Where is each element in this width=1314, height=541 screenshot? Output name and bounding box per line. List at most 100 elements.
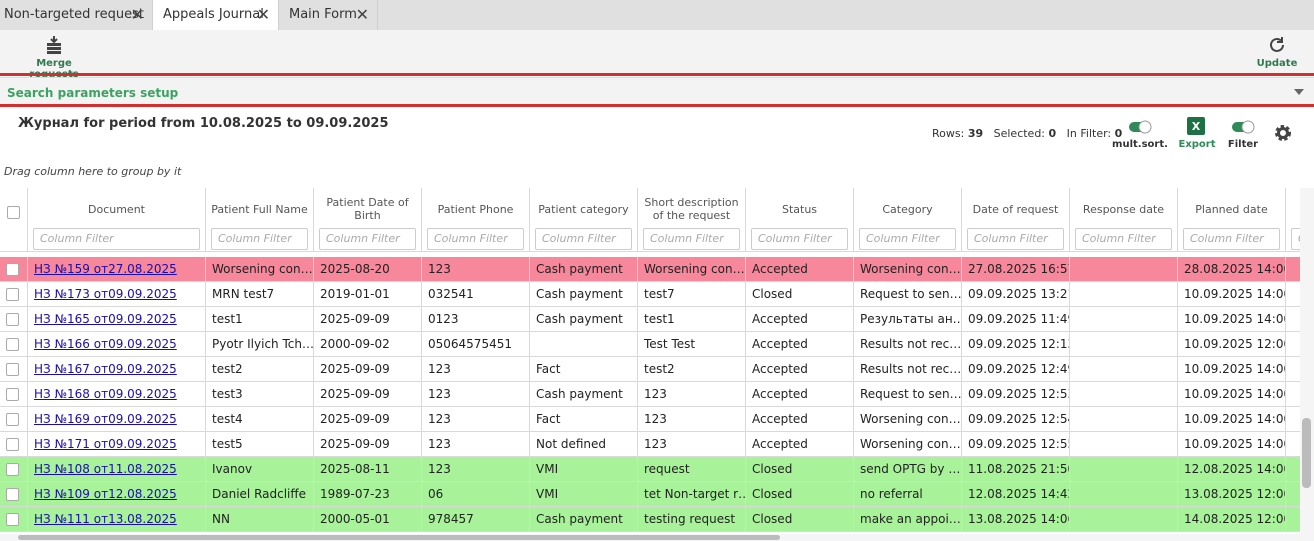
cell-text: 10.09.2025 14:00 [1184, 387, 1286, 401]
filter-toggle[interactable] [1231, 119, 1257, 138]
cell: testing request [638, 507, 746, 532]
column-filter[interactable]: Column Filter [859, 228, 956, 250]
cell: Worsening con… [854, 432, 962, 457]
h-scrollbar[interactable] [0, 534, 1314, 541]
cell: 2025-09-09 [314, 307, 422, 332]
tab[interactable]: Non-targeted request ✕ [0, 0, 153, 30]
cell: test1 [206, 307, 314, 332]
document-link[interactable]: НЗ №159 от27.08.2025 [34, 262, 177, 276]
update-button[interactable]: Update [1252, 35, 1302, 69]
stats: Rows: 39 Selected: 0 In Filter: 0 [932, 127, 1122, 140]
cell: Pyotr Ilyich Tch… [206, 332, 314, 357]
cell [0, 507, 28, 532]
cell: НЗ №159 от27.08.2025 [28, 257, 206, 282]
cell-text: 09.09.2025 12:13 [968, 337, 1070, 351]
excel-icon: X [1187, 117, 1205, 135]
cell-text: 28.08.2025 14:00 [1184, 262, 1286, 276]
column-filter[interactable]: Column Filter [211, 228, 308, 250]
export-button[interactable]: X [1187, 117, 1205, 139]
document-link[interactable]: НЗ №111 от13.08.2025 [34, 512, 177, 526]
cell: 2000-05-01 [314, 507, 422, 532]
document-link[interactable]: НЗ №168 от09.09.2025 [34, 387, 177, 401]
column-filter[interactable]: Column Filter [751, 228, 848, 250]
header-cell: Planned date Column Filter [1178, 188, 1286, 252]
cell-text: send OPTG by … [860, 462, 961, 476]
cell: 10.09.2025 14:00 [1178, 382, 1286, 407]
cell-text: 10.09.2025 14:00 [1184, 312, 1286, 326]
tab[interactable]: Appeals Journal ✕ [153, 0, 279, 30]
scroll-thumb[interactable] [18, 535, 780, 540]
header-cell: Date of request Column Filter [962, 188, 1070, 252]
row-checkbox[interactable] [6, 513, 19, 526]
row-checkbox[interactable] [6, 288, 19, 301]
header-cell: Patient Full Name Column Filter [206, 188, 314, 252]
cell-text: Cash payment [536, 512, 623, 526]
cell: no referral [854, 482, 962, 507]
row-checkbox[interactable] [6, 488, 19, 501]
row-checkbox[interactable] [6, 263, 19, 276]
document-link[interactable]: НЗ №171 от09.09.2025 [34, 437, 177, 451]
document-link[interactable]: НЗ №165 от09.09.2025 [34, 312, 177, 326]
column-filter[interactable]: Column Filter [967, 228, 1064, 250]
cell: 06 [422, 482, 530, 507]
column-filter[interactable]: Column Filter [643, 228, 740, 250]
cell: 123 [422, 382, 530, 407]
cell: 123 [638, 432, 746, 457]
v-scrollbar[interactable] [1300, 188, 1314, 534]
column-filter[interactable]: Column Filter [33, 228, 200, 250]
cell: Worsening con… [854, 407, 962, 432]
column-filter[interactable]: Column Filter [1075, 228, 1172, 250]
close-icon[interactable]: ✕ [355, 5, 369, 24]
cell-text: 09.09.2025 11:49 [968, 312, 1070, 326]
cell: НЗ №171 от09.09.2025 [28, 432, 206, 457]
document-link[interactable]: НЗ №173 от09.09.2025 [34, 287, 177, 301]
cell [1070, 507, 1178, 532]
tab[interactable]: Main Form ✕ [279, 0, 378, 30]
cell: Accepted [746, 257, 854, 282]
cell-text: 978457 [428, 512, 474, 526]
document-link[interactable]: НЗ №169 от09.09.2025 [34, 412, 177, 426]
row-checkbox[interactable] [6, 338, 19, 351]
document-link[interactable]: НЗ №108 от11.08.2025 [34, 462, 177, 476]
row-checkbox[interactable] [6, 438, 19, 451]
cell: Test Test [638, 332, 746, 357]
export-label: Export [1178, 139, 1216, 150]
header-cell [0, 188, 28, 252]
cell-text: 2025-09-09 [320, 437, 390, 451]
document-link[interactable]: НЗ №167 от09.09.2025 [34, 362, 177, 376]
column-filter[interactable]: Column Filter [1291, 228, 1300, 250]
scroll-thumb[interactable] [1302, 418, 1311, 488]
select-all-checkbox[interactable] [7, 206, 20, 219]
settings-button[interactable] [1273, 123, 1293, 147]
column-filter[interactable]: Column Filter [319, 228, 416, 250]
mult-sort-toggle[interactable] [1128, 119, 1154, 138]
cell: send OPTG by … [854, 457, 962, 482]
document-link[interactable]: НЗ №109 от12.08.2025 [34, 487, 177, 501]
search-panel[interactable]: Search parameters setup [0, 77, 1314, 105]
column-filter[interactable]: Column Filter [1183, 228, 1280, 250]
close-icon[interactable]: ✕ [130, 5, 144, 24]
cell [0, 307, 28, 332]
document-link[interactable]: НЗ №166 от09.09.2025 [34, 337, 177, 351]
cell [0, 482, 28, 507]
cell-text: 2025-09-09 [320, 312, 390, 326]
row-checkbox[interactable] [6, 363, 19, 376]
cell [1070, 332, 1178, 357]
cell-text: Accepted [752, 387, 808, 401]
row-checkbox[interactable] [6, 463, 19, 476]
cell: test2 [638, 357, 746, 382]
cell [1070, 307, 1178, 332]
column-filter[interactable]: Column Filter [427, 228, 524, 250]
row-checkbox[interactable] [6, 313, 19, 326]
data-grid: Document Column Filter Patient Full Name Co… [0, 188, 1300, 534]
close-icon[interactable]: ✕ [256, 5, 270, 24]
row-checkbox[interactable] [6, 388, 19, 401]
column-filter[interactable]: Column Filter [535, 228, 632, 250]
cell-text: MRN test7 [212, 287, 275, 301]
row-checkbox[interactable] [6, 413, 19, 426]
cell: НЗ №111 от13.08.2025 [28, 507, 206, 532]
update-icon [1270, 37, 1284, 52]
cell [0, 382, 28, 407]
stat-value: 0 [1114, 127, 1123, 140]
cell-text: Cash payment [536, 287, 623, 301]
